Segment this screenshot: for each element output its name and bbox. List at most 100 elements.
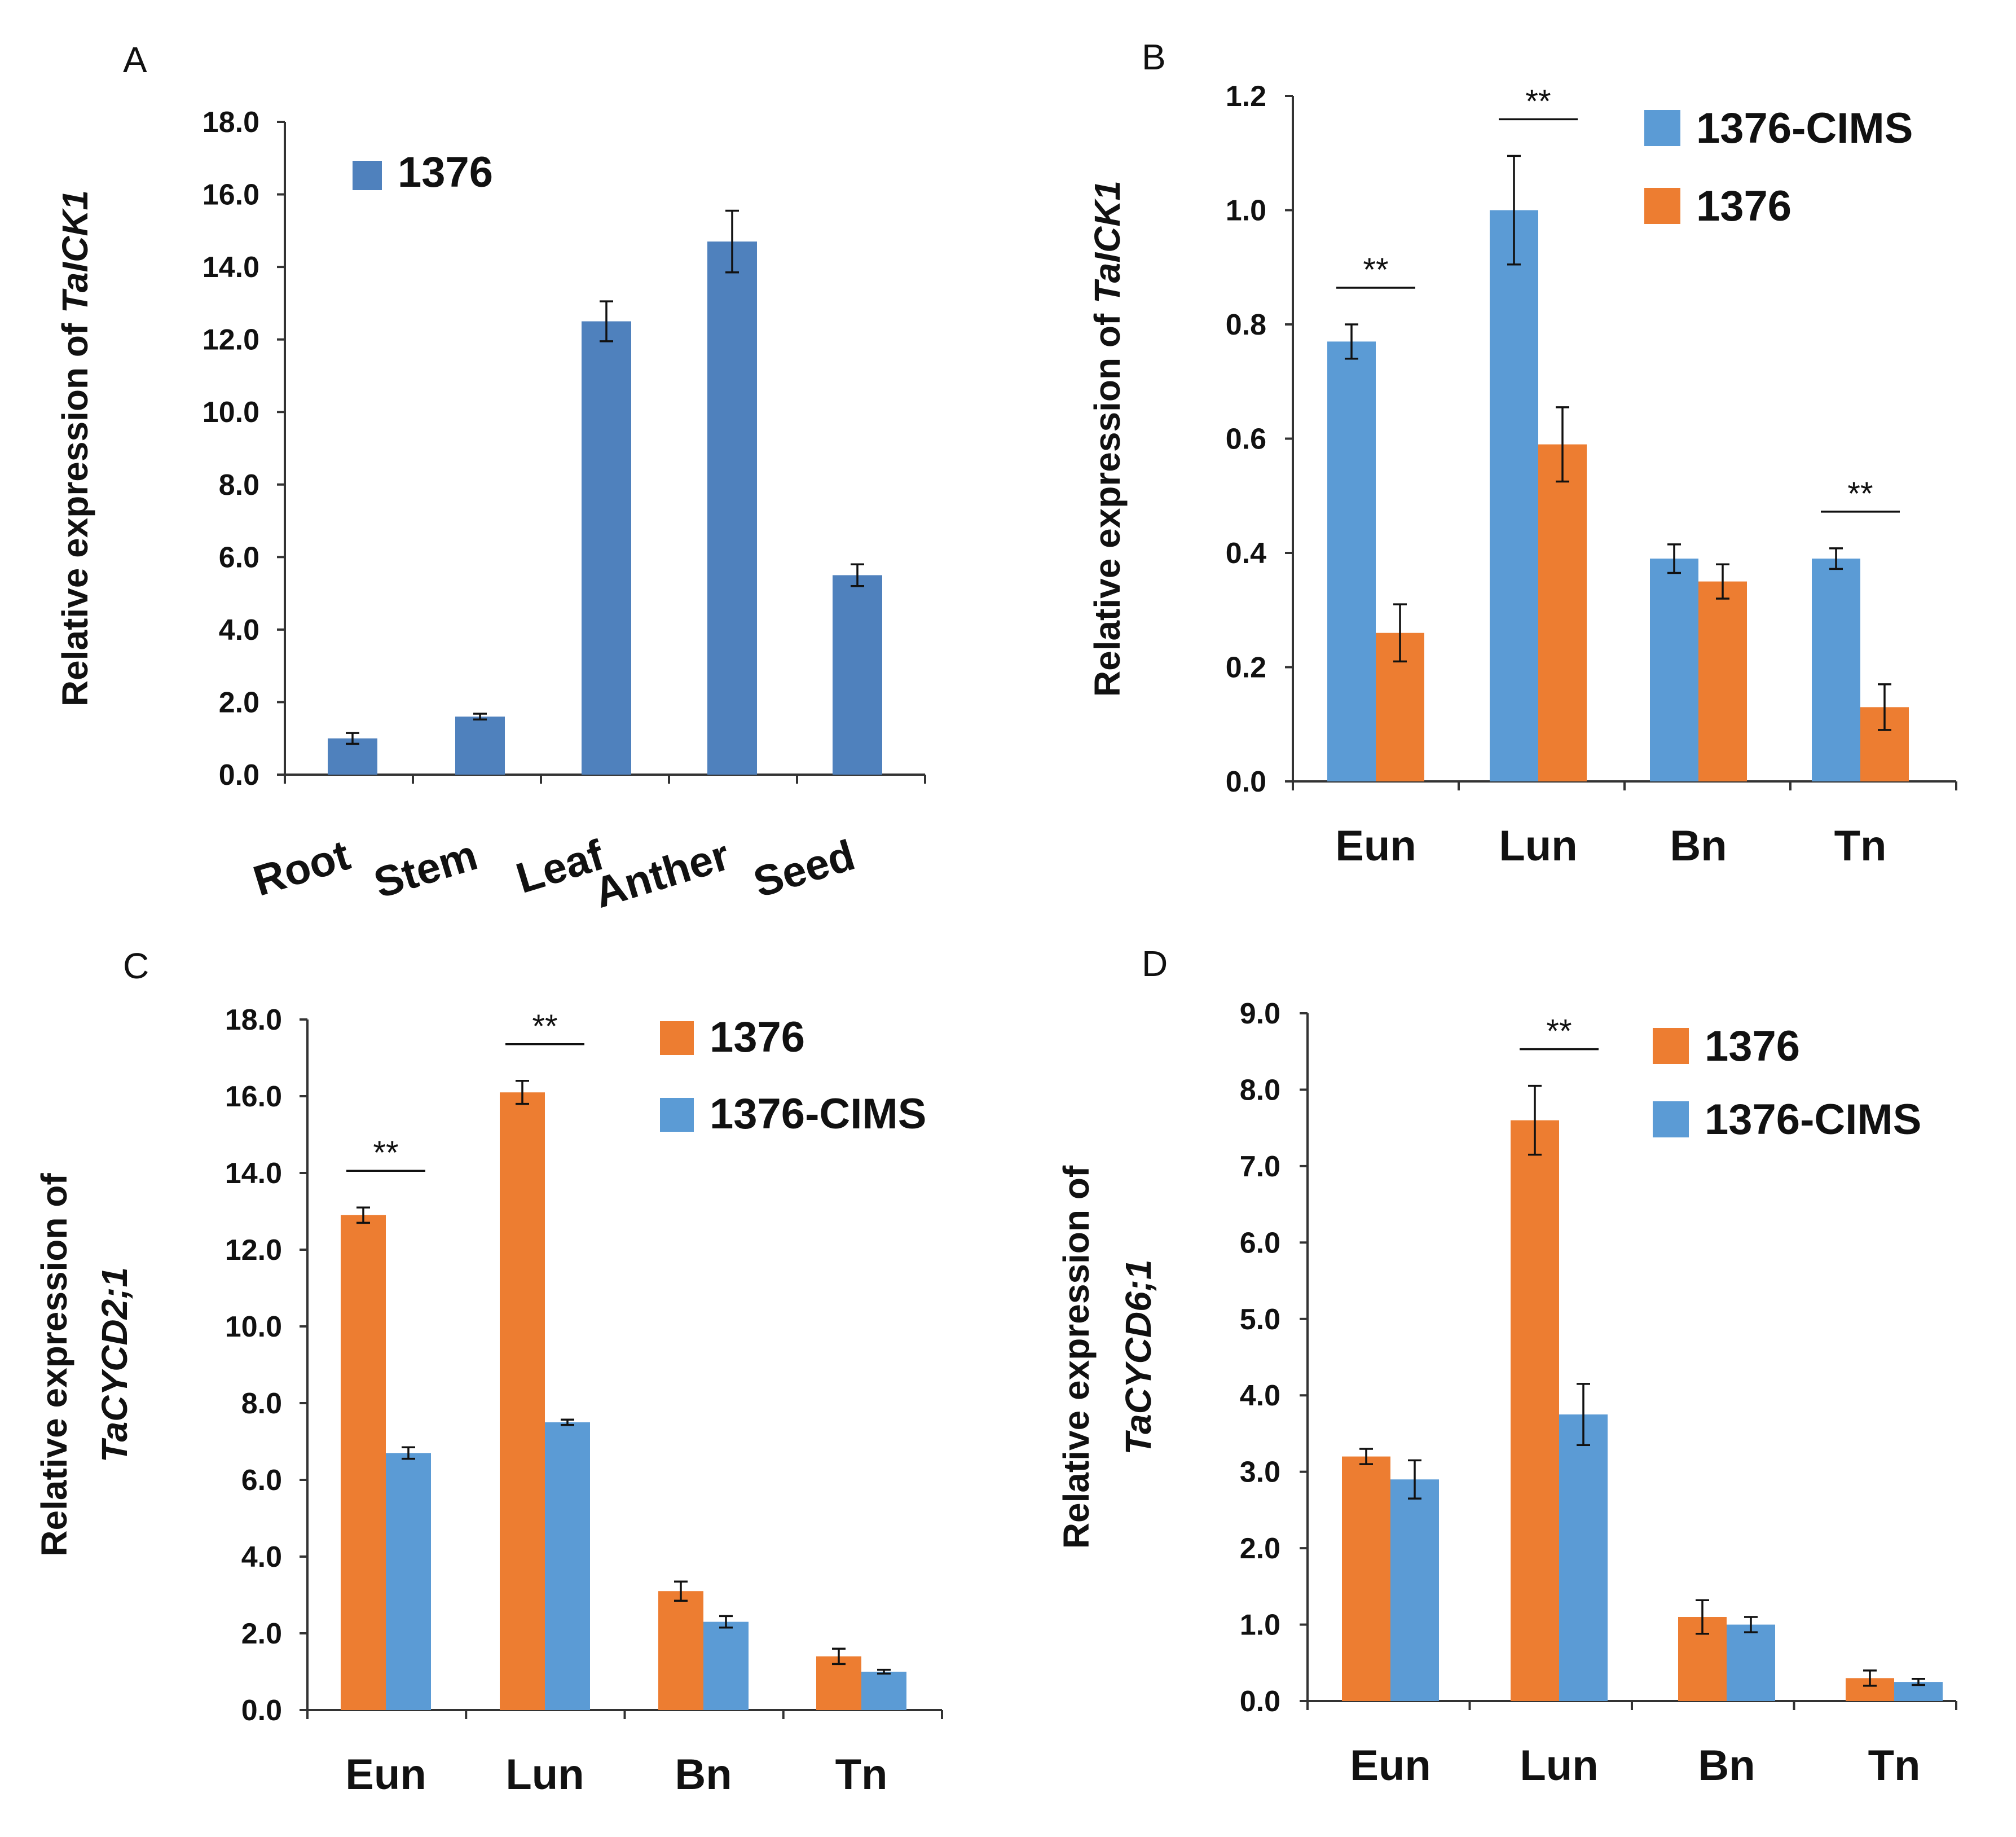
y-axis-title-gene: TaICK1 xyxy=(55,190,95,313)
bar xyxy=(658,1591,703,1710)
y-tick-label: 3.0 xyxy=(1240,1456,1280,1489)
x-category-label: Seed xyxy=(748,831,860,907)
y-tick-label: 4.0 xyxy=(241,1541,282,1574)
x-category-label: Lun xyxy=(1499,822,1577,870)
chart-panel-c: C 0.0 2.0 4.0 6.0 8.0 10.0 12.0 14.0 16.0 18.0 Eun L… xyxy=(34,946,943,1799)
bar xyxy=(500,1092,545,1710)
legend-label: 1376-CIMS xyxy=(710,1090,926,1138)
x-category-label: Lun xyxy=(505,1751,584,1799)
y-tick-label: 4.0 xyxy=(219,614,259,647)
x-category-label: Bn xyxy=(1670,822,1727,870)
bar xyxy=(1650,559,1698,781)
y-tick-label: 12.0 xyxy=(203,324,259,357)
significance-marker: ** xyxy=(1525,83,1551,120)
legend-label: 1376 xyxy=(1705,1022,1800,1070)
bar xyxy=(1490,210,1538,781)
bar xyxy=(707,241,757,775)
significance-marker: ** xyxy=(373,1135,398,1171)
y-tick-label: 10.0 xyxy=(225,1311,282,1343)
legend-label: 1376 xyxy=(398,148,493,196)
bar xyxy=(1327,341,1376,781)
significance-marker: ** xyxy=(532,1008,557,1045)
x-category-label: Anther xyxy=(589,831,735,917)
y-tick-label: 0.8 xyxy=(1226,309,1266,341)
legend-swatch xyxy=(660,1021,694,1055)
chart-panel-b: B 0.0 0.2 0.4 0.6 0.8 1.0 1.2 Eun Lun Bn Tn ** ** ** 13… xyxy=(1087,37,1957,870)
x-category-label: Tn xyxy=(1834,822,1887,870)
y-tick-label: 1.0 xyxy=(1240,1609,1280,1642)
y-axis-title-gene: TaCYCD6;1 xyxy=(1118,1259,1159,1454)
y-tick-label: 1.2 xyxy=(1226,80,1266,113)
y-tick-label: 14.0 xyxy=(225,1157,282,1190)
x-category-label: Bn xyxy=(675,1751,732,1799)
x-category-label: Eun xyxy=(1350,1742,1431,1790)
significance-marker: ** xyxy=(1363,252,1388,288)
y-tick-label: 0.0 xyxy=(1226,766,1266,798)
bar xyxy=(1538,444,1587,781)
bar xyxy=(703,1621,749,1710)
bar xyxy=(1390,1479,1439,1701)
y-tick-label: 16.0 xyxy=(203,179,259,212)
bar xyxy=(816,1656,861,1710)
y-tick-label: 6.0 xyxy=(241,1464,282,1497)
bar xyxy=(1812,559,1860,781)
y-axis-title-gene: TaCYCD2;1 xyxy=(94,1267,135,1462)
bar xyxy=(1511,1120,1559,1701)
chart-panel-a: A 0.0 2.0 4.0 6.0 8.0 10.0 12.0 14.0 16.0 18.0 Root… xyxy=(55,39,926,917)
significance-marker: ** xyxy=(1546,1013,1572,1050)
x-category-label: Tn xyxy=(835,1751,888,1799)
y-tick-label: 8.0 xyxy=(219,469,259,502)
y-tick-label: 0.4 xyxy=(1226,537,1266,570)
bar xyxy=(833,575,882,775)
y-tick-label: 0.0 xyxy=(241,1694,282,1727)
y-axis-title-text: Relative expression of xyxy=(34,1173,74,1557)
panel-label: D xyxy=(1142,943,1168,984)
panel-label: C xyxy=(123,946,149,986)
x-category-label: Eun xyxy=(345,1751,426,1799)
bar xyxy=(1727,1624,1775,1701)
y-tick-label: 18.0 xyxy=(225,1004,282,1036)
y-tick-label: 0.6 xyxy=(1226,423,1266,456)
y-axis-title-text: Relative expression of xyxy=(1056,1165,1097,1549)
bar xyxy=(1698,581,1747,781)
x-category-label: Tn xyxy=(1868,1742,1921,1790)
panel-label: B xyxy=(1142,37,1166,77)
bar xyxy=(1559,1414,1608,1701)
x-category-label: Lun xyxy=(1520,1742,1598,1790)
legend-swatch xyxy=(1653,1028,1689,1064)
x-category-label: Root xyxy=(248,831,355,906)
x-category-label: Eun xyxy=(1335,822,1416,870)
legend-label: 1376 xyxy=(710,1013,805,1061)
y-tick-label: 8.0 xyxy=(241,1387,282,1420)
legend-label: 1376 xyxy=(1696,182,1791,230)
chart-panel-d: D 0.0 1.0 2.0 3.0 4.0 5.0 6.0 7.0 8.0 9.0 Eun Lun Bn T… xyxy=(1056,943,1957,1790)
y-tick-label: 4.0 xyxy=(1240,1379,1280,1412)
legend-swatch xyxy=(660,1098,694,1132)
legend-swatch xyxy=(1653,1101,1689,1137)
bar xyxy=(386,1453,431,1710)
y-tick-label: 2.0 xyxy=(1240,1532,1280,1565)
y-axis-title-text: Relative expression of xyxy=(1087,304,1128,697)
significance-marker: ** xyxy=(1847,476,1873,512)
y-tick-label: 10.0 xyxy=(203,396,259,429)
y-tick-label: 12.0 xyxy=(225,1234,282,1267)
legend-label: 1376-CIMS xyxy=(1696,104,1913,152)
bar xyxy=(341,1215,386,1710)
y-tick-label: 7.0 xyxy=(1240,1150,1280,1183)
y-tick-label: 0.2 xyxy=(1226,652,1266,684)
y-tick-label: 2.0 xyxy=(219,686,259,719)
x-category-label: Stem xyxy=(368,831,483,908)
bar xyxy=(582,321,631,775)
y-tick-label: 0.0 xyxy=(1240,1685,1280,1718)
y-axis-title: Relative expression of xyxy=(34,1173,74,1557)
y-tick-label: 18.0 xyxy=(203,106,259,139)
y-axis-title: Relative expression of TaICK1 xyxy=(1087,181,1128,697)
y-tick-label: 2.0 xyxy=(241,1618,282,1650)
y-tick-label: 16.0 xyxy=(225,1080,282,1113)
bar xyxy=(1342,1456,1390,1701)
bar xyxy=(455,717,505,775)
bar xyxy=(861,1672,906,1710)
y-tick-label: 14.0 xyxy=(203,251,259,284)
y-axis-title-gene: TaICK1 xyxy=(1087,181,1128,304)
